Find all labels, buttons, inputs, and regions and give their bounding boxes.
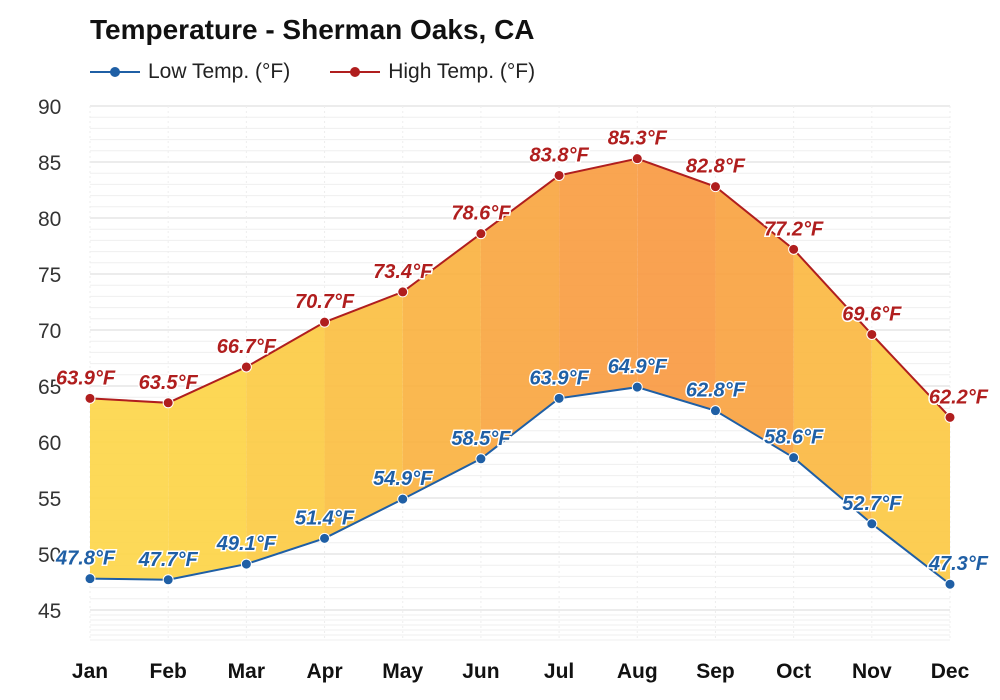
temperature-band-segment [324, 291, 403, 539]
y-tick-label: 45 [38, 600, 61, 623]
y-tick-label: 75 [38, 264, 61, 287]
low-temp-label: 47.7°F [138, 549, 199, 571]
temperature-band-segment [246, 322, 325, 565]
legend: Low Temp. (°F) High Temp. (°F) [90, 60, 535, 84]
y-tick-label: 90 [38, 96, 61, 119]
high-temp-label: 66.7°F [217, 336, 277, 358]
low-temp-point [944, 578, 956, 590]
low-temp-point [866, 518, 878, 530]
temperature-band-segment [402, 233, 481, 500]
x-tick-label: Aug [617, 660, 658, 683]
low-temp-point [240, 558, 252, 570]
x-tick-label: Mar [228, 660, 265, 683]
high-temp-point [397, 286, 409, 298]
legend-label-high: High Temp. (°F) [388, 60, 536, 83]
high-temp-label: 63.9°F [56, 367, 116, 389]
high-temp-point [866, 328, 878, 340]
chart-title: Temperature - Sherman Oaks, CA [90, 14, 535, 45]
y-tick-label: 60 [38, 432, 61, 455]
low-temp-point [84, 573, 96, 585]
high-temp-label: 85.3°F [608, 128, 668, 150]
y-tick-label: 85 [38, 152, 61, 175]
low-temp-point [553, 392, 565, 404]
y-tick-label: 55 [38, 488, 61, 511]
x-tick-label: Oct [776, 660, 811, 683]
y-tick-label: 80 [38, 208, 61, 231]
low-temp-label: 49.1°F [216, 533, 277, 555]
x-tick-label: Nov [852, 660, 892, 683]
x-tick-label: Jan [72, 660, 108, 683]
temperature-band-segment [168, 366, 247, 580]
legend-item-high[interactable]: High Temp. (°F) [330, 60, 535, 84]
high-temp-label: 70.7°F [295, 291, 355, 313]
low-temp-label: 58.5°F [451, 428, 511, 450]
high-temp-point [319, 316, 331, 328]
temperature-band-segment [559, 158, 638, 399]
x-tick-label: Sep [696, 660, 735, 683]
legend-swatch-low [90, 67, 140, 77]
high-temp-point [631, 153, 643, 165]
high-temp-point [788, 243, 800, 255]
low-temp-label: 51.4°F [295, 507, 355, 529]
high-temp-point [709, 181, 721, 193]
high-temp-point [240, 361, 252, 373]
x-tick-label: Jul [544, 660, 574, 683]
x-tick-label: Jun [462, 660, 499, 683]
y-tick-label: 65 [38, 376, 61, 399]
low-temp-label: 64.9°F [608, 356, 668, 378]
low-temp-label: 62.8°F [686, 380, 746, 402]
low-temp-label: 54.9°F [373, 468, 433, 490]
low-temp-point [475, 453, 487, 465]
temperature-band-segment [793, 249, 872, 524]
high-temp-point [553, 169, 565, 181]
high-temp-point [84, 392, 96, 404]
high-temp-label: 63.5°F [139, 372, 199, 394]
high-temp-label: 77.2°F [764, 218, 824, 240]
y-tick-label: 50 [38, 544, 61, 567]
legend-swatch-high [330, 67, 381, 77]
low-temp-label: 58.6°F [764, 427, 824, 449]
legend-label-low: Low Temp. (°F) [148, 60, 291, 83]
high-temp-point [162, 397, 174, 409]
low-temp-label: 47.8°F [55, 548, 116, 570]
low-temp-label: 47.3°F [928, 553, 989, 575]
low-temp-label: 63.9°F [530, 367, 590, 389]
low-temp-point [788, 452, 800, 464]
low-temp-point [397, 493, 409, 505]
low-temp-point [709, 405, 721, 417]
temperature-band-segment [637, 158, 716, 411]
high-temp-label: 62.2°F [929, 386, 989, 408]
x-tick-label: Feb [150, 660, 187, 683]
y-tick-label: 70 [38, 320, 61, 343]
temperature-band-segment [90, 398, 169, 580]
low-temp-point [631, 381, 643, 393]
legend-item-low[interactable]: Low Temp. (°F) [90, 60, 290, 84]
low-temp-label: 52.7°F [842, 493, 902, 515]
low-temp-point [319, 532, 331, 544]
high-temp-label: 69.6°F [842, 303, 902, 325]
high-temp-label: 78.6°F [451, 203, 511, 225]
high-temp-line [89, 157, 951, 419]
x-tick-label: May [382, 660, 423, 683]
temperature-band-segment [871, 334, 950, 585]
low-temp-point [162, 574, 174, 586]
x-tick-label: Apr [306, 660, 342, 683]
temperature-band-segment [480, 175, 560, 459]
high-temp-point [475, 228, 487, 240]
high-temp-label: 83.8°F [530, 144, 590, 166]
high-temp-label: 73.4°F [373, 261, 433, 283]
high-temp-point [944, 411, 956, 423]
x-tick-label: Dec [931, 660, 970, 683]
low-temp-line [89, 386, 951, 586]
temperature-band-segment [715, 186, 794, 458]
high-temp-label: 82.8°F [686, 156, 746, 178]
